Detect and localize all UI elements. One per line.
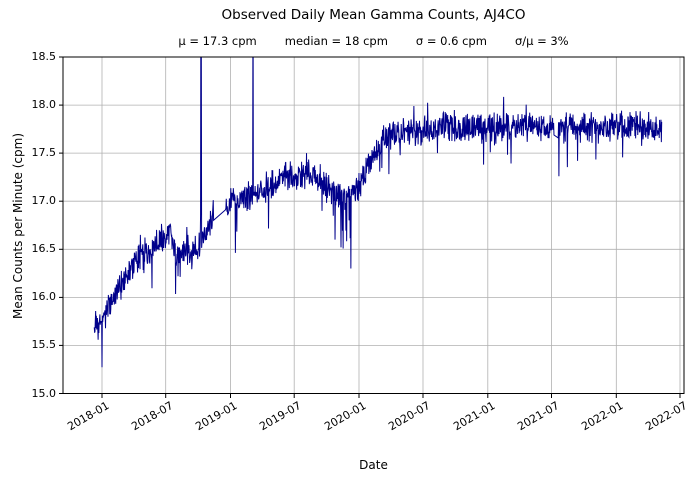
stat-median: median = 18 cpm [284,34,388,48]
y-tick-label: 17.0 [31,194,57,208]
series-line [93,57,663,368]
stat-sigma: σ = 0.6 cpm [415,34,487,48]
y-tick-label: 16.5 [31,242,57,256]
y-tick-label: 15.0 [31,386,57,400]
plot-border [62,56,685,394]
chart-title: Observed Daily Mean Gamma Counts, AJ4CO [221,7,526,23]
y-tick-label: 16.0 [31,290,57,304]
x-axis-label: Date [359,458,388,472]
y-tick-label: 18.5 [31,50,57,63]
stat-sigma-over-mu: σ/μ = 3% [514,34,569,48]
y-tick-label: 17.5 [31,146,57,160]
chart-stats-line: μ = 17.3 cpm median = 18 cpm σ = 0.6 cpm… [63,34,684,49]
stat-mean: μ = 17.3 cpm [178,34,257,48]
gridlines [63,56,684,394]
tick-marks [59,56,681,398]
y-tick-label: 18.0 [31,98,57,112]
y-tick-label: 15.5 [31,338,57,352]
